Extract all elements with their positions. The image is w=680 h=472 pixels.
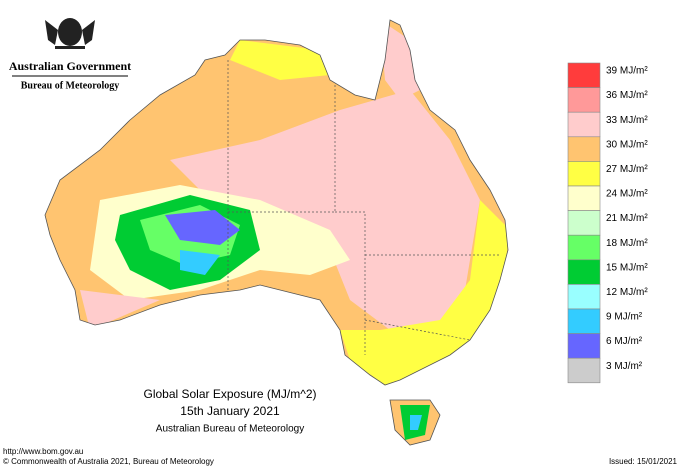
legend-label: 36 MJ/m² xyxy=(606,90,648,101)
issued: Issued: 15/01/2021 xyxy=(609,457,678,466)
legend-label: 27 MJ/m² xyxy=(606,164,648,175)
legend-label: 39 MJ/m² xyxy=(606,66,648,77)
legend-label: 33 MJ/m² xyxy=(606,115,648,126)
legend-swatch xyxy=(567,308,601,334)
legend-label: 21 MJ/m² xyxy=(606,213,648,224)
map-title: Global Solar Exposure (MJ/m^2) xyxy=(143,387,316,401)
copyright: © Commonwealth of Australia 2021, Bureau… xyxy=(3,457,214,466)
legend-swatch xyxy=(567,185,601,211)
legend-swatch xyxy=(567,259,601,285)
legend-swatch xyxy=(567,62,601,88)
legend-label: 3 MJ/m² xyxy=(606,361,643,372)
legend-swatch xyxy=(567,333,601,359)
state-borders xyxy=(227,60,500,355)
legend-swatch xyxy=(567,357,601,384)
legend-swatch xyxy=(567,284,601,310)
legend-label: 9 MJ/m² xyxy=(606,312,643,323)
legend-swatch xyxy=(567,136,601,162)
url: http://www.bom.gov.au xyxy=(3,447,83,456)
legend: 39 MJ/m² 36 MJ/m² 33 MJ/m² 30 MJ/m² 27 MJ/m²… xyxy=(567,62,648,384)
legend-swatch xyxy=(567,87,601,113)
gov-name: Australian Government xyxy=(9,59,131,73)
legend-label: 15 MJ/m² xyxy=(606,262,648,273)
legend-label: 30 MJ/m² xyxy=(606,139,648,150)
map-source: Australian Bureau of Meteorology xyxy=(156,424,304,435)
legend-label: 24 MJ/m² xyxy=(606,189,648,200)
map-date: 15th January 2021 xyxy=(180,404,280,418)
legend-label: 12 MJ/m² xyxy=(606,287,648,298)
coastline xyxy=(44,19,509,446)
legend-swatch xyxy=(567,234,601,261)
bureau-name: Bureau of Meteorology xyxy=(21,80,120,91)
legend-label: 6 MJ/m² xyxy=(606,336,643,347)
legend-swatch xyxy=(567,111,601,138)
legend-swatch xyxy=(567,210,601,236)
crest xyxy=(45,18,95,49)
legend-label: 18 MJ/m² xyxy=(606,238,648,249)
legend-swatch xyxy=(567,161,601,187)
